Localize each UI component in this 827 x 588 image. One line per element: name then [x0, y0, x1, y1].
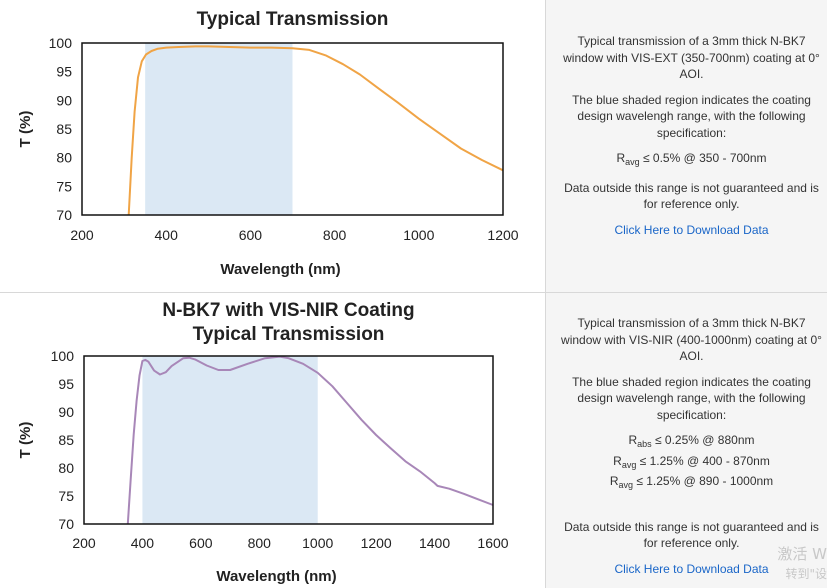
y-tick-label: 100: [51, 348, 75, 364]
y-tick-label: 80: [56, 150, 72, 166]
x-axis-label: Wavelength (nm): [220, 261, 340, 278]
y-tick-label: 80: [58, 460, 74, 476]
y-tick-label: 70: [56, 207, 72, 223]
coating-specification: Ravg ≤ 0.5% @ 350 - 700nm: [556, 150, 827, 171]
chart-title: N-BK7 with VIS-NIR Coating: [162, 300, 414, 321]
watermark-line-1: 激活 W: [777, 545, 827, 563]
x-tick-label: 1200: [361, 535, 392, 551]
download-data-link[interactable]: Click Here to Download Data: [614, 561, 769, 576]
disclaimer: Data outside this range is not guarantee…: [564, 519, 819, 551]
transmission-chart-1: Typical Transmission 70 75 80 85 90 95 100 200 40…: [17, 9, 519, 278]
y-tick-label: 85: [56, 121, 72, 137]
spec-value: ≤ 1.25% @ 400 - 870nm: [636, 453, 770, 468]
x-tick-label: 400: [131, 535, 155, 551]
disclaimer: Data outside this range is not guarantee…: [564, 180, 819, 212]
chart-description: Typical transmission of a 3mm thick N-BK…: [563, 34, 820, 81]
shaded-design-range: [145, 43, 293, 215]
y-axis-label: T (%): [17, 422, 34, 459]
info-panel-1: Typical transmission of a 3mm thick N-BK…: [546, 0, 827, 292]
x-tick-label: 1200: [487, 227, 518, 243]
transmission-curve: [126, 355, 494, 525]
info-text-1: Typical transmission of a 3mm thick N-BK…: [556, 33, 827, 238]
y-tick-label: 95: [58, 376, 74, 392]
chart-panel-2: N-BK7 with VIS-NIR Coating Typical Transm…: [0, 293, 546, 588]
coating-specification: Rabs ≤ 0.25% @ 880nm Ravg ≤ 1.25% @ 400 -…: [556, 432, 827, 494]
spec-subscript: avg: [618, 480, 633, 490]
info-panel-2: Typical transmission of a 3mm thick N-BK…: [546, 293, 827, 588]
x-tick-label: 1000: [302, 535, 333, 551]
transmission-chart-2: N-BK7 with VIS-NIR Coating Typical Transm…: [17, 300, 509, 585]
watermark-line-2: 转到"设: [785, 567, 827, 581]
x-tick-label: 200: [72, 535, 96, 551]
spec-line: Ravg ≤ 1.25% @ 400 - 870nm: [556, 453, 827, 474]
spec-subscript: avg: [621, 459, 637, 470]
x-tick-label: 1000: [403, 227, 434, 243]
chart-description: Typical transmission of a 3mm thick N-BK…: [561, 316, 822, 363]
spec-symbol: R: [616, 151, 626, 165]
y-tick-label: 75: [56, 178, 72, 194]
download-data-link[interactable]: Click Here to Download Data: [614, 222, 769, 237]
x-tick-label: 600: [239, 227, 263, 243]
y-tick-label: 95: [56, 64, 72, 80]
shaded-region-note: The blue shaded region indicates the coa…: [572, 374, 811, 422]
chart-row-1: Typical Transmission 70 75 80 85 90 95 100 200 40…: [0, 0, 827, 292]
y-tick-label: 90: [56, 92, 72, 108]
activation-watermark: 激活 W 转到"设: [775, 544, 827, 588]
transmission-curve: [127, 45, 504, 216]
spec-symbol: R: [628, 433, 638, 447]
spec-line: Rabs ≤ 0.25% @ 880nm: [556, 432, 827, 453]
x-tick-label: 1400: [419, 535, 450, 551]
y-axis-label: T (%): [17, 111, 34, 148]
y-tick-label: 85: [58, 432, 74, 448]
x-tick-label: 400: [155, 227, 179, 243]
chart-subtitle: Typical Transmission: [193, 324, 385, 345]
plot-frame: [81, 42, 504, 216]
x-tick-label: 800: [248, 535, 272, 551]
spec-line: Ravg ≤ 1.25% @ 890 - 1000nm: [556, 473, 827, 494]
spec-value: ≤ 1.25% @ 890 - 1000nm: [633, 474, 774, 488]
x-tick-label: 200: [70, 227, 94, 243]
y-tick-label: 90: [58, 404, 74, 420]
spec-symbol: R: [613, 453, 622, 468]
shaded-region-note: The blue shaded region indicates the coa…: [572, 92, 811, 140]
spec-subscript: abs: [637, 439, 652, 449]
y-tick-label: 70: [58, 516, 74, 532]
x-tick-label: 800: [323, 227, 347, 243]
chart-row-2: N-BK7 with VIS-NIR Coating Typical Transm…: [0, 292, 827, 588]
plot-frame: [83, 355, 494, 525]
spec-symbol: R: [609, 474, 619, 488]
chart-panel-1: Typical Transmission 70 75 80 85 90 95 100 200 40…: [0, 0, 546, 292]
y-tick-label: 100: [49, 35, 73, 51]
x-axis-label: Wavelength (nm): [216, 568, 336, 585]
spec-value: ≤ 0.25% @ 880nm: [651, 433, 755, 447]
chart-subtitle: Typical Transmission: [197, 9, 389, 30]
x-tick-label: 1600: [477, 535, 508, 551]
spec-line: Ravg ≤ 0.5% @ 350 - 700nm: [556, 150, 827, 171]
shaded-design-range: [142, 356, 318, 524]
info-text-2: Typical transmission of a 3mm thick N-BK…: [556, 315, 827, 577]
y-tick-label: 75: [58, 488, 74, 504]
x-tick-label: 600: [189, 535, 213, 551]
spec-subscript: avg: [625, 157, 640, 167]
spec-value: ≤ 0.5% @ 350 - 700nm: [639, 151, 767, 165]
